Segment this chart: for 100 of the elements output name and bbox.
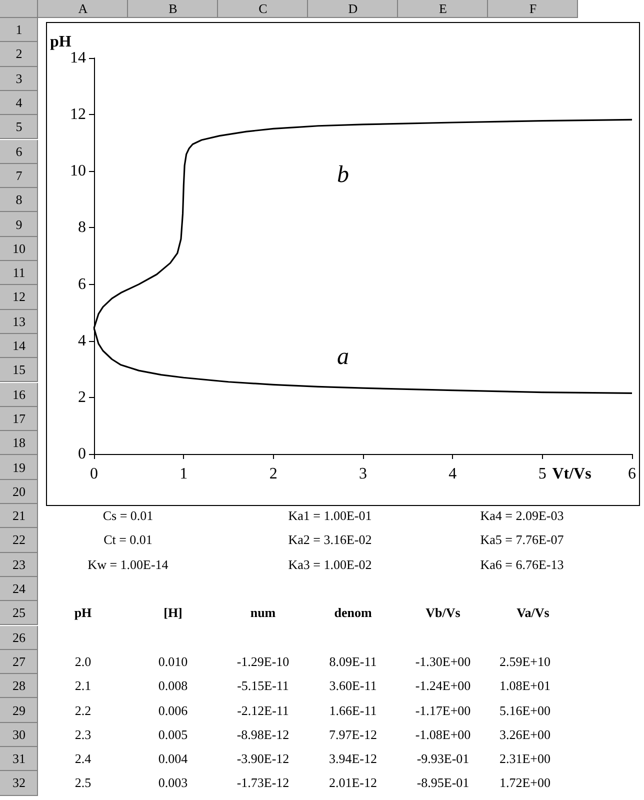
y-tick-label: 6 xyxy=(78,276,86,293)
text: -1.29E-10 xyxy=(236,654,290,670)
text: [H] xyxy=(164,605,182,622)
text: 2.31E+00 xyxy=(499,751,551,768)
x-tick-label: 2 xyxy=(269,466,278,482)
text: Ka3 = 1.00E-02 xyxy=(288,556,372,573)
text: 6 xyxy=(16,144,22,160)
text: 0.010 xyxy=(158,654,188,670)
text: 31 xyxy=(12,751,26,768)
annotation: b xyxy=(337,162,349,188)
text: 1.66E-11 xyxy=(329,702,377,719)
text: 22 xyxy=(12,532,26,548)
text: -1.30E+00 xyxy=(415,654,471,670)
x-tick-label: 4 xyxy=(448,466,457,482)
x-tick-label: 0 xyxy=(90,466,98,482)
text: 1.72E+00 xyxy=(499,775,551,792)
text: -1.24E+00 xyxy=(415,678,471,694)
text: denom xyxy=(334,605,372,622)
text: 21 xyxy=(12,508,26,524)
text: Kw = 1.00E-14 xyxy=(88,556,168,573)
y-tick-label: 10 xyxy=(70,162,86,180)
y-tick-label: 14 xyxy=(70,50,86,66)
text: Ka6 = 6.76E-13 xyxy=(480,556,564,573)
text: 0.004 xyxy=(158,751,188,768)
text: 19 xyxy=(12,460,26,476)
text: Vb/Vs xyxy=(426,605,460,622)
x-tick-label: 6 xyxy=(628,466,636,482)
text: 2.0 xyxy=(74,654,92,670)
text: A xyxy=(78,1,88,17)
text: 27 xyxy=(12,654,26,670)
text: 3.26E+00 xyxy=(499,726,551,743)
text: 0.005 xyxy=(158,726,188,743)
annotation: a xyxy=(337,344,349,370)
text: Va/Vs xyxy=(516,605,550,622)
text: num xyxy=(250,605,276,622)
y-axis-title: pH xyxy=(50,34,72,51)
text: -5.15E-11 xyxy=(237,678,289,694)
text: 2.59E+10 xyxy=(499,654,551,670)
text: 13 xyxy=(12,314,26,330)
text: -3.90E-12 xyxy=(236,751,290,768)
text: D xyxy=(348,1,358,17)
text: 17 xyxy=(12,410,26,427)
text: 0.006 xyxy=(158,702,188,719)
text: F xyxy=(529,1,537,17)
text: 1 xyxy=(16,22,22,38)
text: 2.1 xyxy=(74,678,92,694)
text: 1.08E+01 xyxy=(499,678,551,694)
text: 9 xyxy=(16,216,22,233)
y-tick-label: 8 xyxy=(78,219,86,236)
text: pH xyxy=(74,605,92,622)
text: 5.16E+00 xyxy=(499,702,551,719)
text: 0.008 xyxy=(158,678,188,694)
y-tick-label: 12 xyxy=(70,106,86,124)
text: 2.4 xyxy=(74,751,92,768)
text: 8.09E-11 xyxy=(329,654,377,670)
text: Cs = 0.01 xyxy=(102,508,154,524)
text: 3.94E-12 xyxy=(328,751,378,768)
text: 3 xyxy=(16,70,22,87)
text: 7.97E-12 xyxy=(328,726,378,743)
text: -2.12E-11 xyxy=(237,702,289,719)
x-tick-label: 1 xyxy=(180,466,188,482)
text: 20 xyxy=(12,484,26,500)
text: 24 xyxy=(12,581,26,598)
text: 2.2 xyxy=(74,702,92,719)
text: 16 xyxy=(12,386,26,403)
text: 5 xyxy=(16,119,22,136)
text: Ka5 = 7.76E-07 xyxy=(480,532,564,548)
text: -9.93E-01 xyxy=(416,751,470,768)
text: 32 xyxy=(12,775,26,792)
text: 26 xyxy=(12,630,26,646)
text: 12 xyxy=(12,289,26,306)
text: 14 xyxy=(12,338,26,354)
text: 30 xyxy=(12,726,26,743)
text: 10 xyxy=(12,240,26,257)
text: 0.003 xyxy=(158,775,188,792)
text: C xyxy=(258,1,268,17)
text: E xyxy=(439,1,447,17)
text: 4 xyxy=(16,95,22,112)
x-tick-label: 5 xyxy=(538,466,546,482)
text: -1.17E+00 xyxy=(415,702,471,719)
text: 23 xyxy=(12,556,26,573)
y-tick-label: 2 xyxy=(78,388,86,406)
text: 2.5 xyxy=(74,775,92,792)
text: 7 xyxy=(16,168,22,184)
text: 18 xyxy=(12,435,26,452)
x-tick-label: 3 xyxy=(359,466,367,482)
text: -1.08E+00 xyxy=(415,726,471,743)
text: Ct = 0.01 xyxy=(104,532,152,548)
text: Ka1 = 1.00E-01 xyxy=(288,508,372,524)
text: -8.98E-12 xyxy=(236,726,290,743)
y-tick-label: 0 xyxy=(78,446,86,462)
text: 29 xyxy=(12,702,26,719)
text: 11 xyxy=(12,265,26,282)
text: 2.3 xyxy=(74,726,92,743)
text: 28 xyxy=(12,678,26,694)
text: 25 xyxy=(12,605,26,622)
x-axis-title: Vt/Vs xyxy=(552,466,592,482)
text: 8 xyxy=(16,192,22,208)
text: 2.01E-12 xyxy=(328,775,378,792)
text: Ka4 = 2.09E-03 xyxy=(480,508,564,524)
